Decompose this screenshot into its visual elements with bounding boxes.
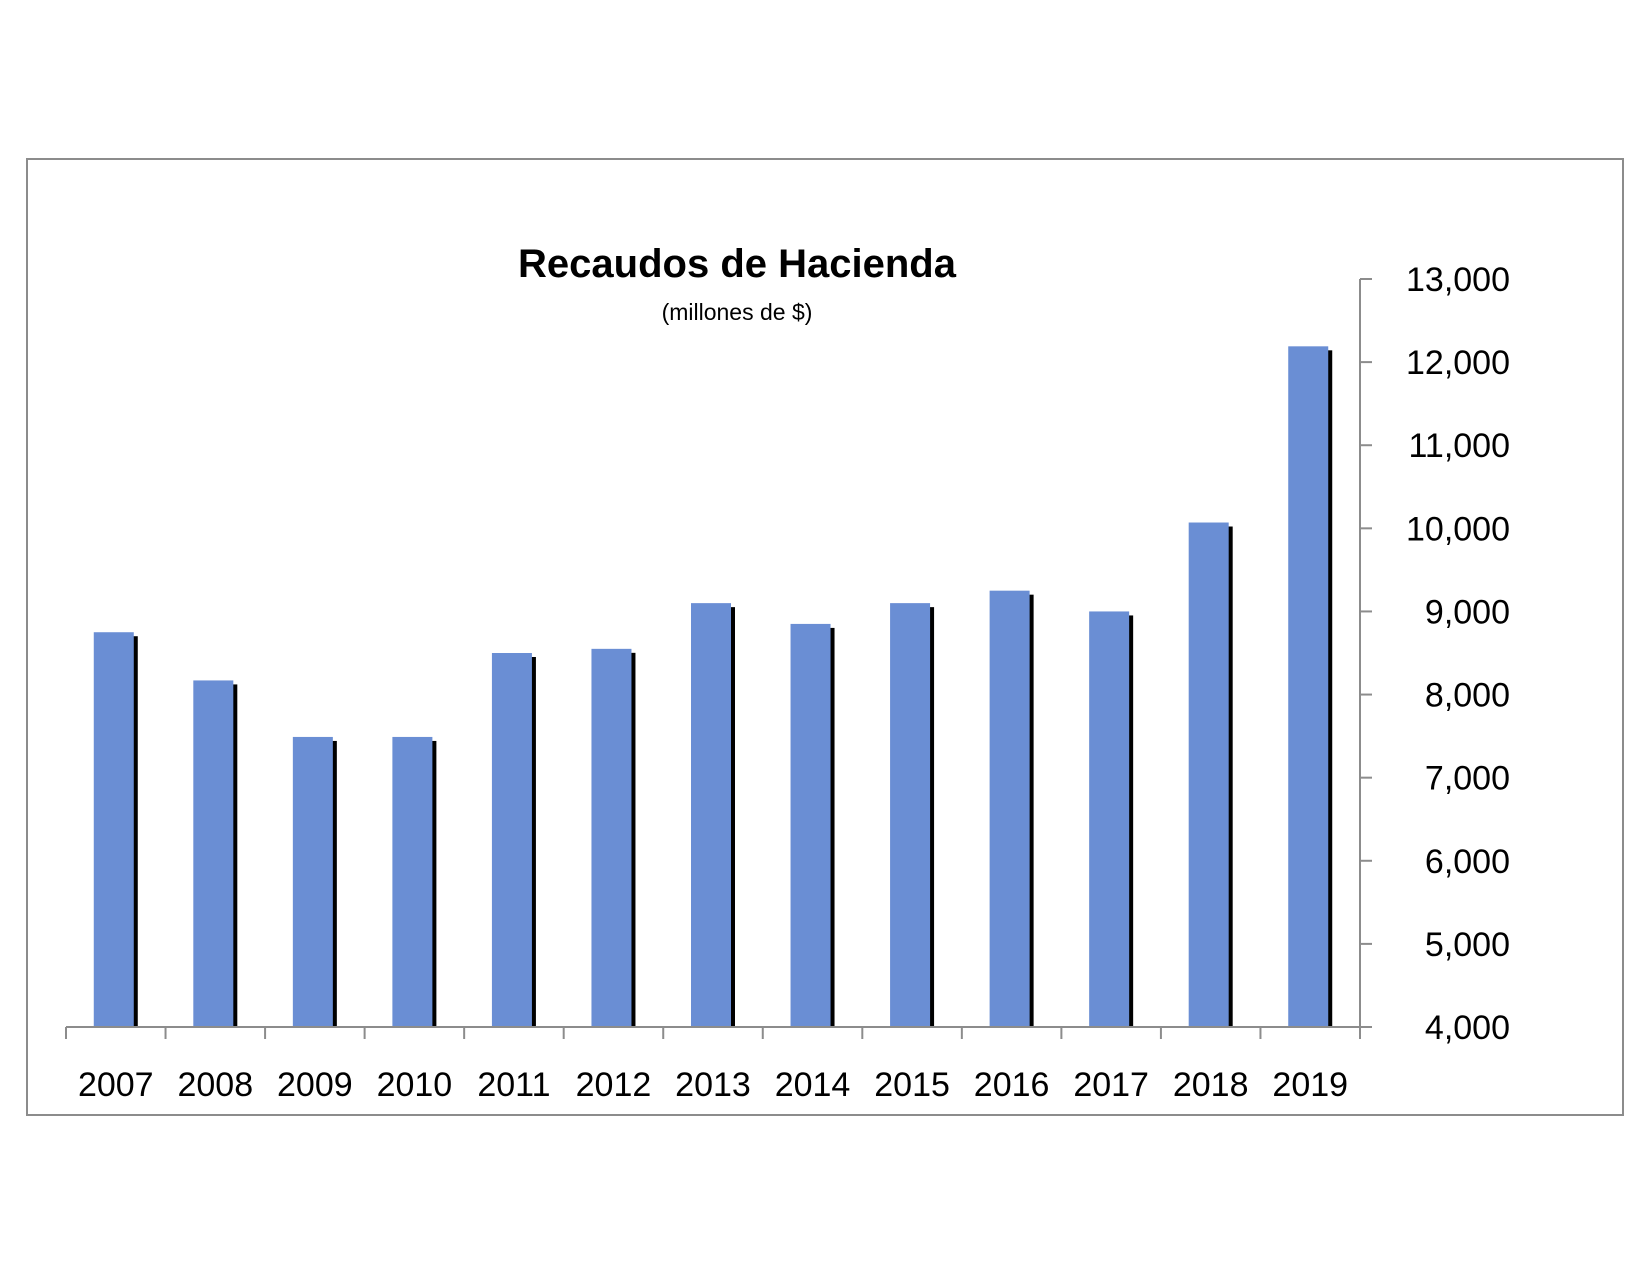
x-tick-label-2017: 2017 [1073, 1066, 1149, 1104]
bar-2008 [193, 680, 234, 1027]
x-tick-label-2012: 2012 [576, 1066, 652, 1104]
x-tick-label-2008: 2008 [177, 1066, 253, 1104]
x-tick-labels: 2007 2008 2009 2010 2011 2012 2013 2014 2015 2016… [78, 1066, 1348, 1104]
bar-2010 [392, 736, 433, 1027]
x-tick-label-2014: 2014 [775, 1066, 851, 1104]
x-tick-label-2010: 2010 [377, 1066, 453, 1104]
chart-title: Recaudos de Hacienda [518, 242, 957, 286]
y-tick-label-9000: 9,000 [1425, 593, 1510, 631]
x-tick-label-2016: 2016 [974, 1066, 1050, 1104]
bar-2007 [93, 632, 134, 1027]
x-tick-label-2007: 2007 [78, 1066, 154, 1104]
y-tick-label-13000: 13,000 [1406, 261, 1510, 299]
y-tick-labels: 4,000 5,000 6,000 7,000 8,000 9,000 10,000 11,0… [1406, 261, 1510, 1047]
chart-subtitle: (millones de $) [662, 299, 813, 325]
x-tick-label-2009: 2009 [277, 1066, 353, 1104]
x-tick-label-2011: 2011 [477, 1066, 550, 1104]
bar-2019 [1288, 346, 1329, 1027]
bar-2011 [491, 653, 532, 1027]
y-tick-label-6000: 6,000 [1425, 843, 1510, 881]
y-tick-label-12000: 12,000 [1406, 344, 1510, 382]
axes-layer [65, 278, 1372, 1039]
x-tick-label-2015: 2015 [874, 1066, 950, 1104]
bar-2014 [790, 623, 831, 1027]
bar-2012 [591, 648, 632, 1027]
bar-2018 [1188, 522, 1229, 1027]
bars-layer [93, 346, 1333, 1027]
bar-2013 [691, 603, 731, 1027]
x-tick-label-2013: 2013 [675, 1066, 751, 1104]
y-tick-label-10000: 10,000 [1406, 510, 1510, 548]
x-tick-label-2018: 2018 [1173, 1066, 1249, 1104]
y-tick-label-7000: 7,000 [1425, 760, 1510, 798]
y-tick-label-4000: 4,000 [1425, 1009, 1510, 1047]
y-tick-label-11000: 11,000 [1409, 427, 1510, 465]
bar-2009 [292, 736, 333, 1027]
y-tick-label-8000: 8,000 [1425, 677, 1510, 715]
x-tick-label-2019: 2019 [1272, 1066, 1348, 1104]
bar-2015 [890, 603, 931, 1027]
bar-2016 [989, 590, 1030, 1027]
y-tick-label-5000: 5,000 [1425, 926, 1510, 964]
bar-2017 [1089, 611, 1130, 1027]
